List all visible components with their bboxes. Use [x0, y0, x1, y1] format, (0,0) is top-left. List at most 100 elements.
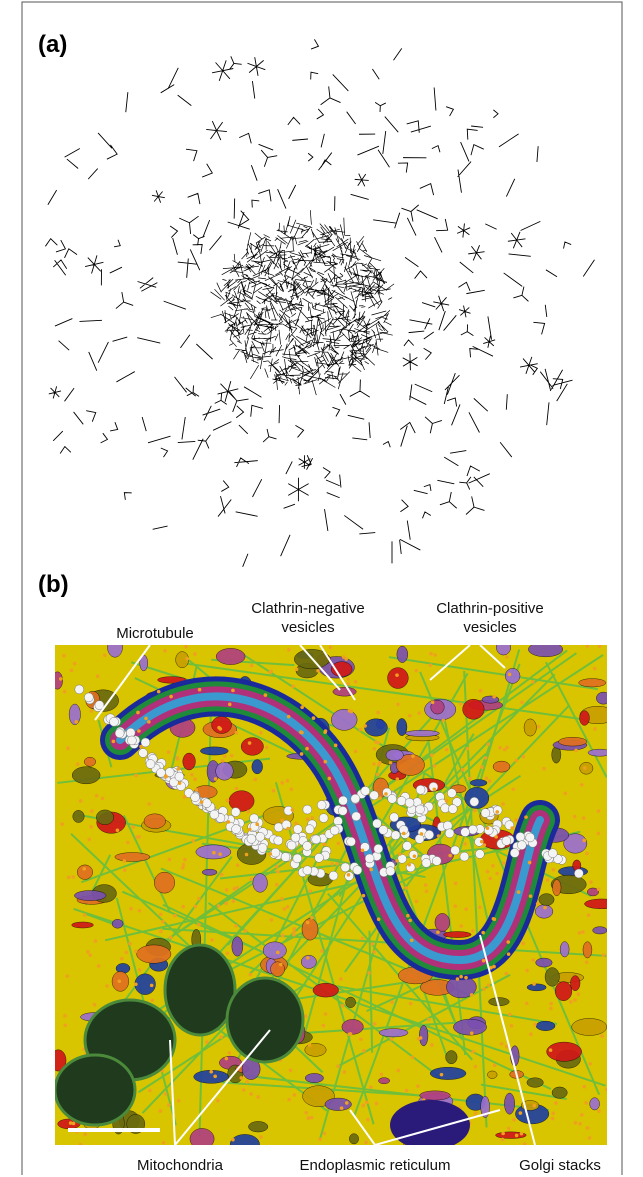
vesicle [312, 835, 321, 844]
particle [181, 866, 185, 870]
particle [549, 1002, 553, 1006]
organelle [386, 749, 404, 761]
particle [144, 717, 148, 721]
vesicle [516, 832, 525, 841]
particle [316, 669, 320, 673]
vesicle [146, 760, 155, 769]
particle [543, 906, 547, 910]
vesicle [347, 837, 356, 846]
panel-label: (b) [38, 571, 69, 598]
particle [186, 657, 190, 661]
particle [86, 950, 90, 954]
particle [272, 789, 276, 793]
particle [369, 1085, 373, 1089]
organelle [527, 1078, 543, 1088]
particle [194, 905, 198, 909]
particle [235, 731, 239, 735]
vesicle [127, 736, 136, 745]
particle [134, 774, 138, 778]
particle [605, 1088, 609, 1092]
particle [193, 652, 197, 656]
organelle [552, 1087, 567, 1098]
particle [245, 853, 249, 857]
particle [376, 773, 380, 777]
particle [445, 748, 449, 752]
vesicle [341, 863, 350, 872]
organelle [555, 982, 572, 1001]
organelle [482, 696, 499, 703]
annotation: vesicles [281, 619, 334, 636]
particle [512, 1118, 516, 1122]
particle [93, 1003, 97, 1007]
particle [429, 652, 433, 656]
particle [83, 1133, 87, 1137]
organelle [313, 983, 339, 997]
particle [574, 749, 578, 753]
particle [350, 710, 354, 714]
organelle [539, 894, 554, 906]
particle [367, 971, 371, 975]
particle [416, 1084, 420, 1088]
vesicle [432, 856, 441, 865]
particle [602, 953, 606, 957]
particle [436, 930, 440, 934]
particle [511, 787, 515, 791]
particle [226, 799, 230, 803]
particle [339, 977, 343, 981]
particle [489, 877, 493, 881]
particle [470, 993, 474, 997]
particle [431, 700, 435, 704]
particle [169, 936, 173, 940]
vesicle [329, 871, 338, 880]
particle [138, 909, 142, 913]
particle [230, 754, 234, 758]
particle [62, 654, 66, 658]
figure: (a) (b) MicrotubuleClathrin-negativevesi… [0, 0, 643, 1177]
particle [232, 899, 236, 903]
particle [324, 729, 328, 733]
particle [341, 1004, 345, 1008]
particle [318, 1137, 322, 1141]
particle [164, 774, 168, 778]
particle [88, 953, 92, 957]
particle [597, 1109, 601, 1113]
particle [517, 890, 521, 894]
particle [283, 907, 287, 911]
particle [429, 663, 433, 667]
particle [135, 835, 139, 839]
particle [280, 781, 284, 785]
particle [214, 777, 218, 781]
particle [66, 746, 70, 750]
particle [459, 975, 463, 979]
particle [131, 825, 135, 829]
particle [281, 934, 285, 938]
organelle [74, 891, 106, 901]
vesicle [517, 841, 526, 850]
particle [501, 802, 505, 806]
organelle [547, 1042, 582, 1061]
vesicle [352, 812, 361, 821]
organelle [528, 642, 563, 657]
particle [336, 1064, 340, 1068]
particle [289, 1069, 293, 1073]
vesicle [448, 805, 457, 814]
particle [134, 949, 138, 953]
particle [213, 1075, 217, 1079]
particle [597, 809, 601, 813]
particle [134, 982, 138, 986]
particle [488, 779, 492, 783]
particle [413, 854, 417, 858]
particle [275, 865, 279, 869]
vesicle [271, 848, 280, 857]
particle [580, 1113, 584, 1117]
particle [59, 677, 63, 681]
particle [205, 1040, 209, 1044]
particle [582, 816, 586, 820]
particle [493, 1064, 497, 1068]
vesicle [351, 794, 360, 803]
annotation: Golgi stacks [519, 1157, 601, 1174]
vesicle [293, 854, 302, 863]
particle [380, 1073, 384, 1077]
particle [508, 673, 512, 677]
particle [248, 828, 252, 832]
